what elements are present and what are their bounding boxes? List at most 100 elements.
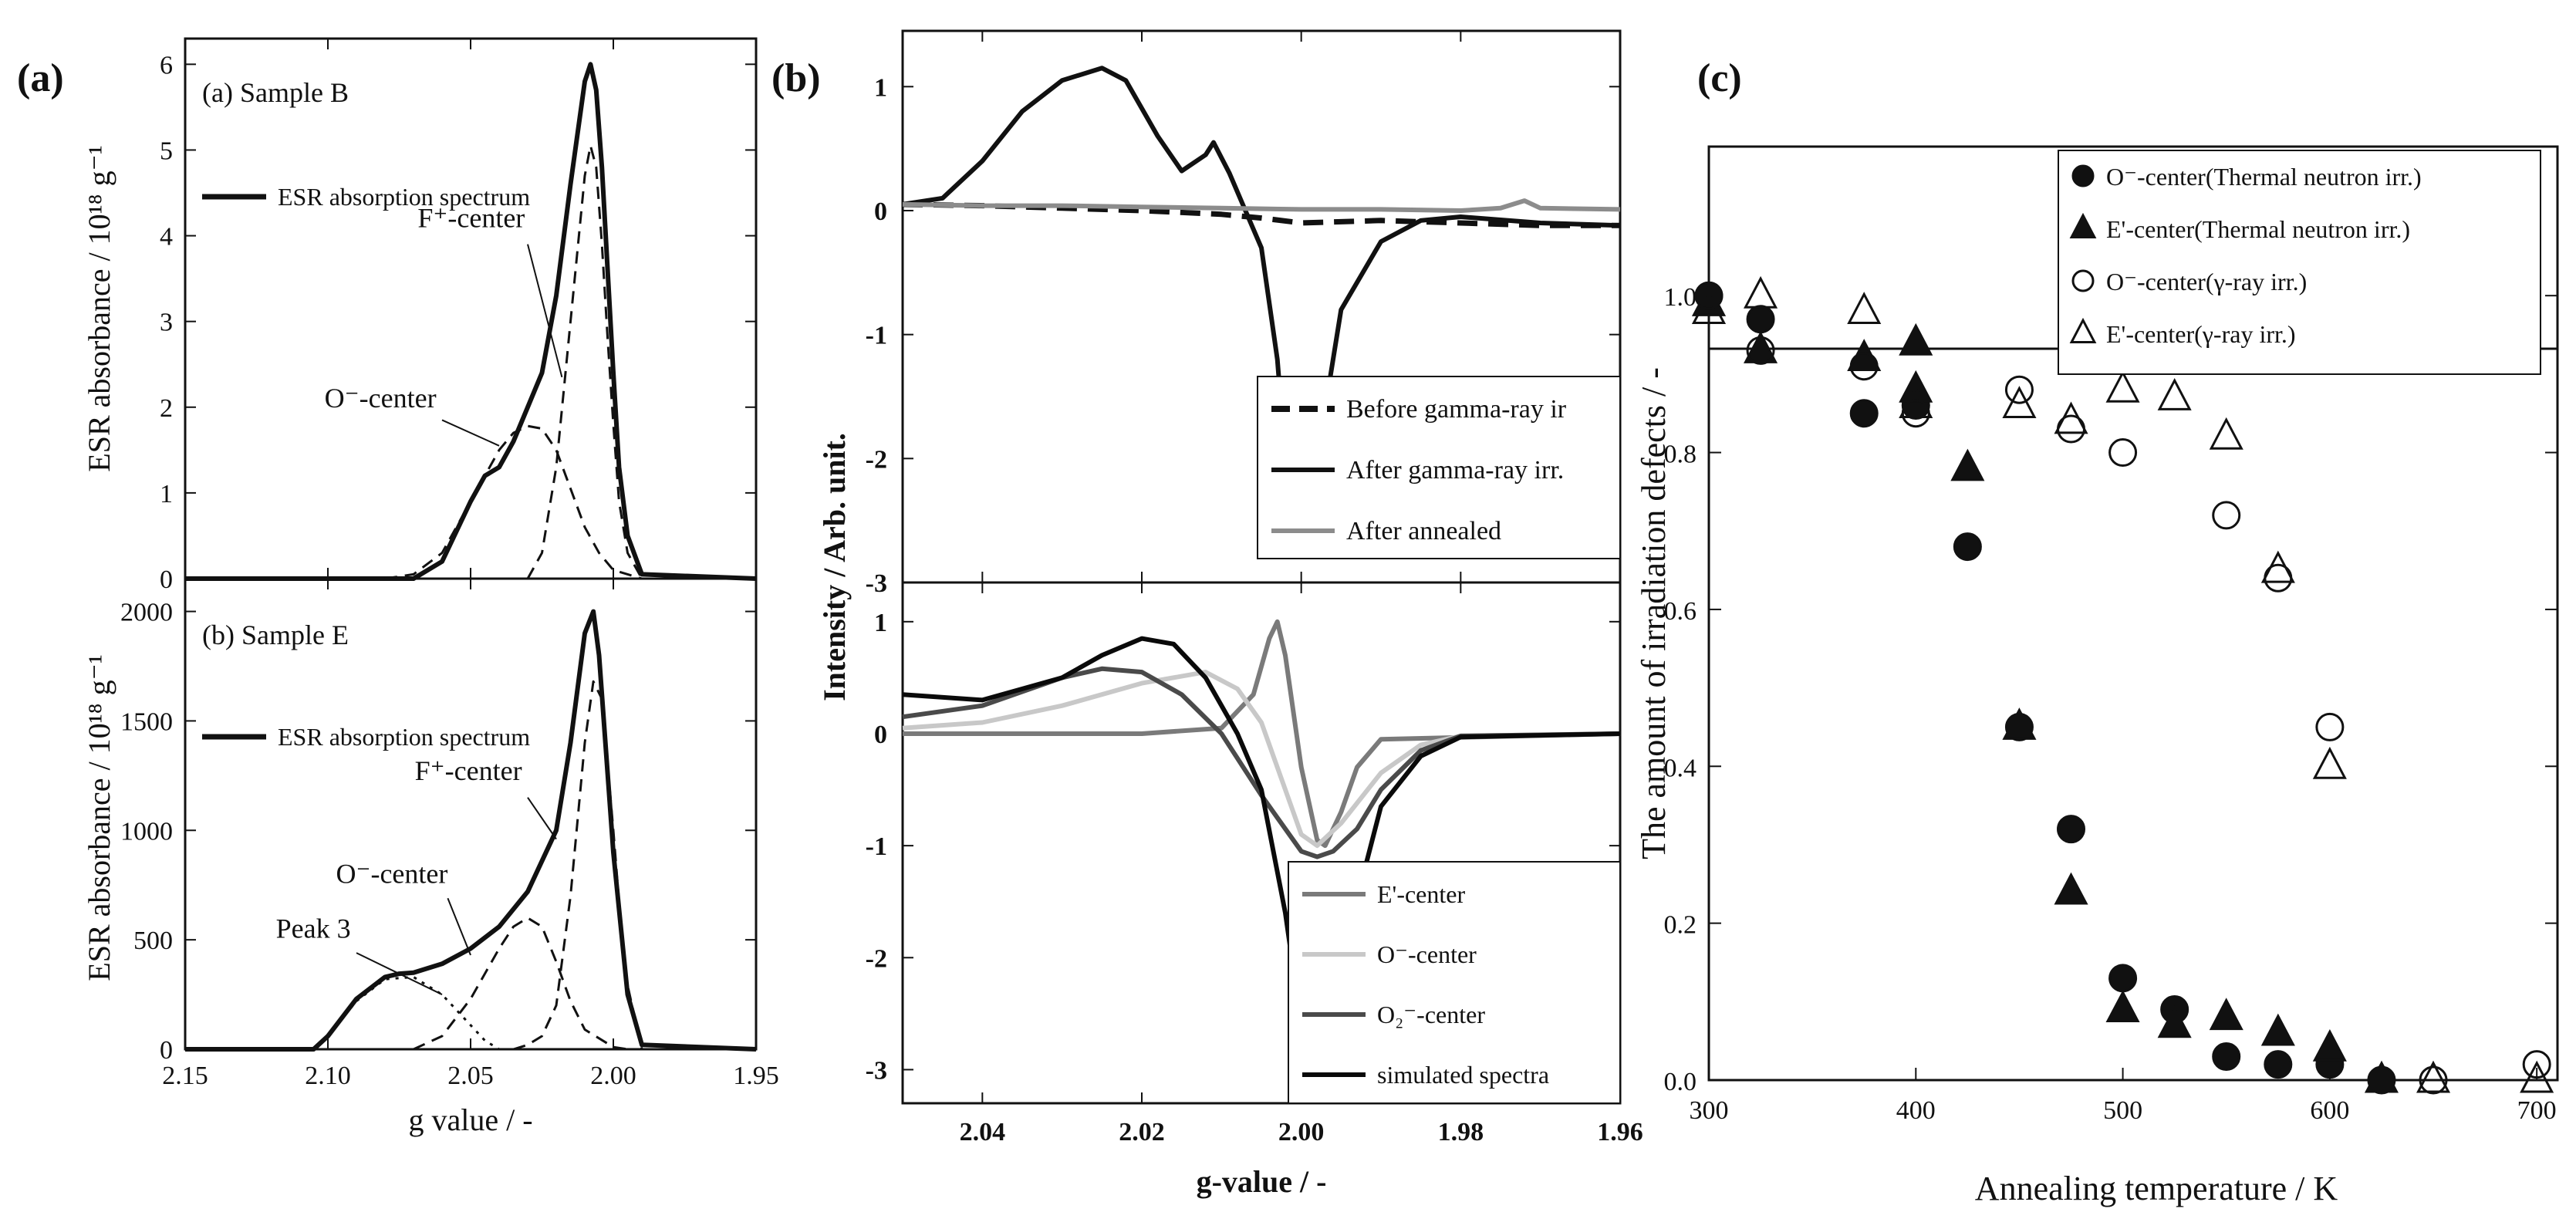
data-point	[2105, 990, 2140, 1022]
legend-label: E'-center	[1377, 880, 1465, 908]
panel-b: (b) 1 0 -1 -2 -3 1 0 -1 -2 -3 2.04 2.02 2.00 1.98 1.…	[771, 29, 1643, 1199]
data-point	[2522, 1050, 2551, 1079]
x-tick-label: 2.04	[960, 1118, 1006, 1146]
panel-a-top-series	[185, 62, 757, 581]
annotation-label: O⁻-center	[336, 858, 447, 889]
y-tick-label: -3	[866, 569, 887, 598]
y-tick-label: 0.0	[1664, 1068, 1697, 1096]
data-point	[2004, 375, 2034, 404]
series-esr-absorption-spectrum-line	[185, 62, 757, 581]
data-point	[2520, 1060, 2554, 1093]
data-point	[2264, 1050, 2293, 1079]
series-o-center-line	[413, 917, 628, 1051]
data-point	[2002, 707, 2037, 740]
panel-b-frame	[901, 29, 1622, 1105]
y-tick-label: -1	[866, 322, 887, 350]
y-tick-label: 0	[160, 1036, 173, 1065]
panel-a-bottom-series	[185, 609, 757, 1052]
data-point	[2105, 370, 2140, 403]
data-point	[2108, 964, 2138, 993]
y-tick-label: 0.2	[1664, 911, 1697, 940]
x-tick-label: 2.10	[305, 1062, 351, 1090]
data-point	[1899, 322, 1933, 356]
panel-b-top-ticks: 1 0 -1 -2 -3	[866, 31, 1621, 598]
series-e-center-line	[903, 619, 1621, 849]
annotation-label: Peak 3	[276, 913, 351, 944]
x-tick-label: 2.00	[1278, 1118, 1325, 1146]
data-point	[2108, 438, 2138, 468]
x-tick-label: 300	[1690, 1096, 1729, 1125]
data-point	[2054, 872, 2088, 905]
data-point	[2057, 815, 2086, 844]
x-tick-label: 500	[2103, 1096, 2142, 1125]
legend-label: After annealed	[1346, 517, 1501, 545]
series-f-center-line	[513, 680, 643, 1051]
data-point	[2260, 1013, 2295, 1046]
series-o-center-line	[384, 424, 643, 580]
series-before-gamma-ray-irr--line	[902, 201, 1620, 228]
panel-a-label: (a)	[17, 56, 64, 100]
y-tick-label: 0.4	[1664, 754, 1697, 782]
data-point	[1744, 275, 1778, 309]
legend-label: simulated spectra	[1377, 1061, 1549, 1089]
panel-a-top-legend-label: ESR absorption spectrum	[278, 183, 530, 211]
data-point	[1746, 336, 1775, 365]
panel-a-bottom-legend-label: ESR absorption spectrum	[278, 723, 530, 751]
y-tick-label: 6	[160, 51, 173, 79]
y-tick-label: 4	[160, 223, 173, 252]
data-point	[1746, 305, 1775, 334]
x-tick-label: 2.15	[162, 1062, 208, 1090]
y-tick-label: 2	[160, 394, 173, 423]
y-tick-label: 1000	[120, 817, 173, 846]
y-tick-label: 0.6	[1664, 597, 1697, 626]
x-tick-label: 400	[1896, 1096, 1936, 1125]
legend-label: E'-center(Thermal neutron irr.)	[2106, 215, 2410, 243]
f-center-pointer	[527, 797, 557, 840]
panel-b-top-legend-items: Before gamma-ray ir After gamma-ray irr. A…	[1271, 395, 1567, 545]
data-point	[1899, 386, 1933, 418]
legend-label: O⁻-center	[1377, 940, 1477, 968]
series-o-center-line	[902, 666, 1621, 859]
y-tick-label: 0	[874, 721, 887, 749]
panel-c-ticks: 0.0 0.2 0.4 0.6 0.8 1.0 300 400 500 600 700	[1664, 283, 2557, 1125]
data-point	[1744, 330, 1778, 363]
data-point	[2212, 1042, 2241, 1071]
panel-b-bottom-legend	[1288, 861, 1621, 1104]
x-tick-label: 2.00	[590, 1062, 636, 1090]
series-f-center-line	[526, 144, 643, 579]
legend-label: O⁻-center(Thermal neutron irr.)	[2106, 163, 2422, 191]
panel-b-ylabel: Intensity / Arb. unit.	[817, 433, 852, 701]
panel-a-bottom-ylabel: ESR absorbance / 10¹⁸ g⁻¹	[82, 654, 116, 981]
y-tick-label: 500	[133, 927, 173, 955]
data-point	[2315, 712, 2345, 741]
y-tick-label: 3	[160, 309, 173, 337]
legend-label: Before gamma-ray ir	[1346, 395, 1567, 424]
x-tick-label: 2.02	[1119, 1118, 1165, 1146]
panel-c: (c) 0.0 0.2 0.4 0.6 0.8 1.0 300 400 500 600 700 O⁻…	[1635, 56, 2559, 1207]
data-point	[2157, 1005, 2192, 1038]
series-esr-absorption-spectrum-line	[185, 609, 757, 1052]
y-tick-label: 1.0	[1664, 283, 1697, 312]
x-tick-label: 600	[2310, 1096, 2349, 1125]
data-point	[2071, 269, 2095, 292]
panel-c-label: (c)	[1697, 56, 1742, 100]
data-point	[2157, 377, 2192, 410]
y-tick-label: 1	[874, 609, 887, 637]
data-point	[2312, 746, 2347, 779]
o-center-pointer	[441, 419, 500, 447]
legend-label: O₂⁻-center	[1377, 1001, 1485, 1028]
legend-label: After gamma-ray irr.	[1346, 456, 1564, 485]
y-tick-label: 0	[160, 566, 173, 594]
panel-a-top-annotations: F⁺-center O⁻-center	[325, 202, 563, 447]
data-point	[1691, 292, 1727, 324]
data-point	[2209, 417, 2243, 450]
y-tick-label: -3	[866, 1056, 887, 1085]
panel-a-top-ylabel: ESR absorbance / 10¹⁸ g⁻¹	[82, 145, 116, 471]
y-tick-label: 1	[160, 480, 173, 508]
panel-b-xlabel: g-value / -	[1197, 1164, 1327, 1199]
x-tick-label: 1.98	[1438, 1118, 1484, 1146]
data-point	[2212, 501, 2241, 530]
data-point	[2312, 1028, 2347, 1062]
data-point	[2260, 550, 2295, 583]
